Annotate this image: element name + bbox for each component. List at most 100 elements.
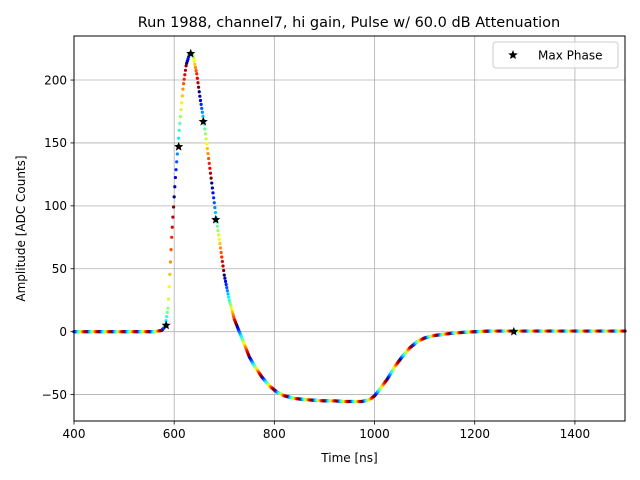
y-tick-label: 100	[44, 199, 67, 213]
data-point	[167, 297, 170, 300]
data-point	[182, 82, 185, 85]
max-phase-markers	[162, 49, 519, 336]
data-point	[548, 329, 551, 332]
data-point	[172, 205, 175, 208]
data-point	[573, 329, 576, 332]
data-point	[173, 195, 176, 198]
x-tick-label: 1000	[359, 427, 390, 441]
data-point	[199, 99, 202, 102]
data-point	[209, 172, 212, 175]
data-point	[169, 248, 172, 251]
data-point	[198, 95, 201, 98]
data-point	[205, 142, 208, 145]
x-tick-label: 1400	[560, 427, 591, 441]
data-point	[171, 226, 174, 229]
data-point	[196, 81, 199, 84]
data-point	[372, 395, 375, 398]
data-point	[179, 115, 182, 118]
data-point	[213, 206, 216, 209]
y-axis-label: Amplitude [ADC Counts]	[14, 155, 28, 301]
data-point	[224, 280, 227, 283]
data-point	[184, 64, 187, 67]
pulse-chart: Run 1988, channel7, hi gain, Pulse w/ 60…	[0, 0, 640, 480]
data-point	[201, 111, 204, 114]
data-point	[485, 330, 488, 333]
data-point	[177, 137, 180, 140]
data-point	[222, 269, 225, 272]
y-tick-label: 200	[44, 73, 67, 87]
data-point	[347, 400, 350, 403]
x-tick-label: 1200	[459, 427, 490, 441]
data-point	[193, 60, 196, 63]
data-point	[192, 56, 195, 59]
data-point	[179, 108, 182, 111]
data-point	[200, 103, 203, 106]
data-point	[175, 160, 178, 163]
data-point	[360, 400, 363, 403]
data-point	[225, 286, 228, 289]
y-tick-label: 0	[59, 325, 67, 339]
data-point	[422, 337, 425, 340]
legend: Max Phase	[493, 42, 618, 68]
data-point	[610, 329, 613, 332]
data-point	[97, 330, 100, 333]
data-point	[560, 329, 563, 332]
y-tick-label: 50	[52, 262, 67, 276]
data-point	[206, 152, 209, 155]
data-point	[180, 101, 183, 104]
data-point	[225, 283, 228, 286]
plot-frame	[74, 36, 625, 421]
data-point	[214, 211, 217, 214]
data-point	[84, 330, 87, 333]
max-phase-star	[509, 327, 518, 336]
data-point	[195, 72, 198, 75]
data-point	[197, 86, 200, 89]
legend-label-max-phase: Max Phase	[538, 49, 602, 63]
data-point	[235, 322, 238, 325]
data-point	[220, 251, 223, 254]
data-point	[174, 176, 177, 179]
data-point	[183, 78, 186, 81]
data-point	[166, 311, 169, 314]
data-point	[174, 168, 177, 171]
y-tick-label: −50	[42, 388, 67, 402]
data-point	[213, 201, 216, 204]
data-point	[181, 94, 184, 97]
data-point	[178, 129, 181, 132]
y-tick-label: 150	[44, 136, 67, 150]
data-point	[216, 225, 219, 228]
data-point	[218, 238, 221, 241]
data-point	[322, 399, 325, 402]
data-point	[165, 315, 168, 318]
data-point	[169, 260, 172, 263]
data-point	[447, 332, 450, 335]
data-point	[173, 185, 176, 188]
data-point	[196, 77, 199, 80]
data-point	[208, 162, 211, 165]
data-point	[223, 273, 226, 276]
x-tick-label: 600	[163, 427, 186, 441]
x-axis-label: Time [ns]	[320, 451, 377, 465]
data-point	[176, 152, 179, 155]
data-point	[198, 90, 201, 93]
x-tick-label: 800	[263, 427, 286, 441]
data-point	[171, 215, 174, 218]
data-point	[122, 330, 125, 333]
data-point	[397, 359, 400, 362]
data-point	[221, 264, 224, 267]
data-point	[220, 255, 223, 258]
x-tick-label: 400	[63, 427, 86, 441]
data-point	[226, 292, 229, 295]
data-points	[72, 52, 626, 403]
data-point	[194, 66, 197, 69]
data-point	[523, 329, 526, 332]
data-point	[260, 374, 263, 377]
data-point	[247, 354, 250, 357]
data-point	[460, 331, 463, 334]
data-point	[109, 330, 112, 333]
data-point	[210, 177, 213, 180]
data-point	[184, 69, 187, 72]
data-point	[410, 345, 413, 348]
data-point	[181, 87, 184, 90]
data-point	[206, 147, 209, 150]
